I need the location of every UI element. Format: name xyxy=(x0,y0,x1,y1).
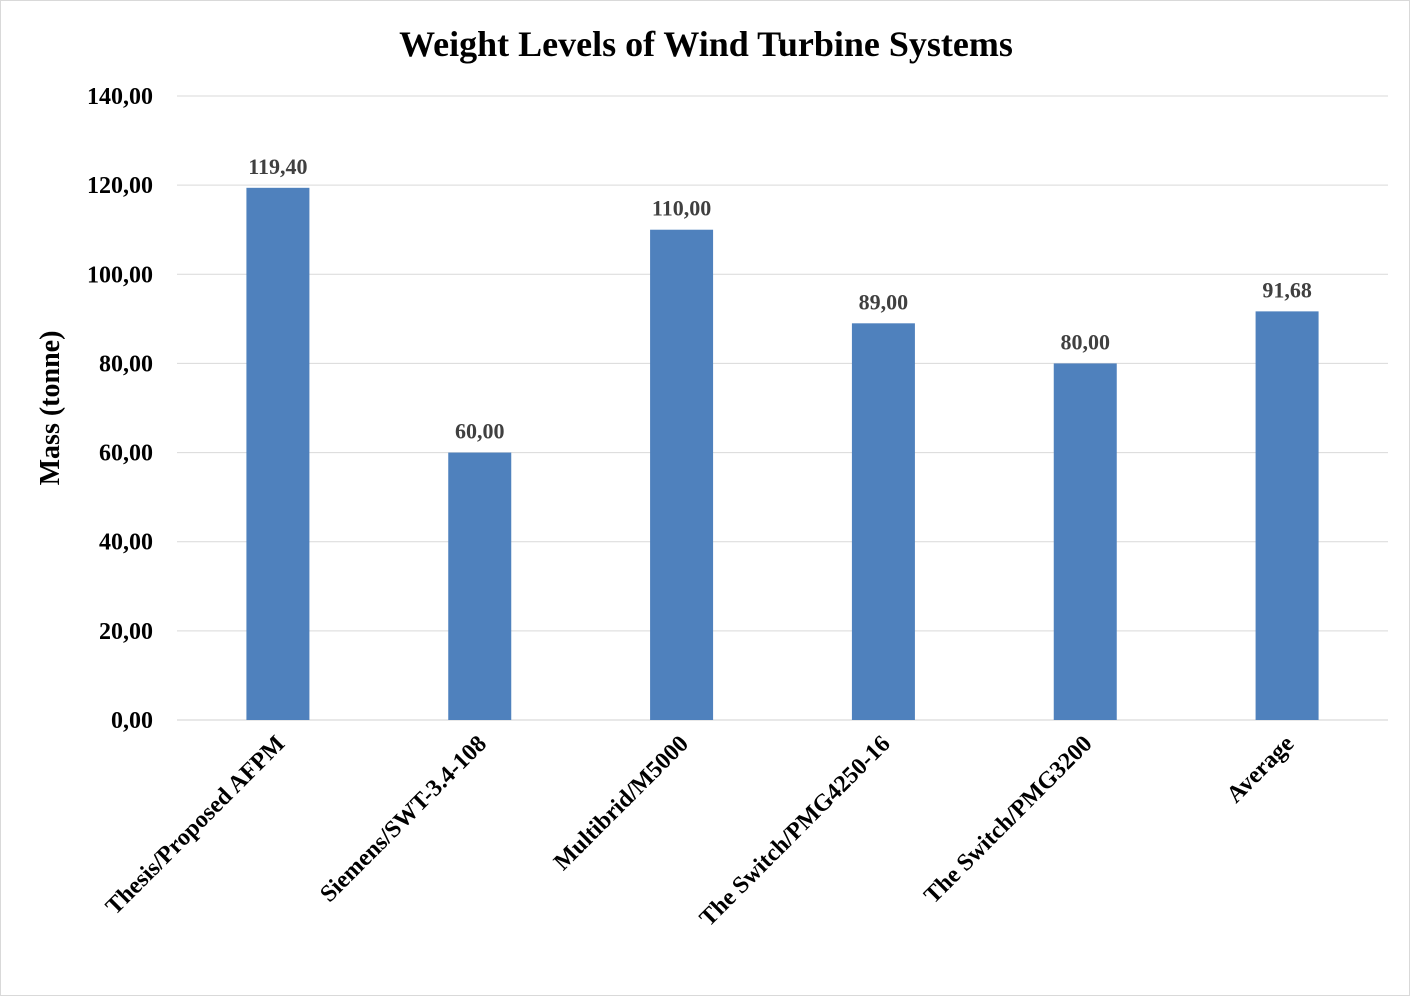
bar xyxy=(448,452,512,720)
bar xyxy=(1255,311,1319,720)
y-tick-label: 20,00 xyxy=(99,619,153,645)
y-tick-label: 60,00 xyxy=(99,441,153,467)
y-tick-label: 120,00 xyxy=(87,173,153,199)
y-tick-label: 140,00 xyxy=(87,84,153,110)
y-axis-ticks: 0,00 20,00 40,00 60,00 80,00 100,00 120,00 140,… xyxy=(87,84,153,734)
data-label: 89,00 xyxy=(859,289,909,314)
data-label: 60,00 xyxy=(455,419,505,444)
data-label: 91,68 xyxy=(1262,277,1312,302)
data-labels: 119,40 60,00 110,00 89,00 80,00 91,68 xyxy=(248,154,1312,444)
x-tick-label: Thesis/Proposed AFPM xyxy=(101,731,290,920)
chart-title: Weight Levels of Wind Turbine Systems xyxy=(399,24,1013,64)
x-tick-label: The Switch/PMG3200 xyxy=(919,731,1097,909)
bar xyxy=(246,187,310,720)
y-axis-label: Mass (tonne) xyxy=(35,331,66,486)
gridlines xyxy=(177,95,1388,721)
x-axis-ticks: Thesis/Proposed AFPM Siemens/SWT-3.4-108 M… xyxy=(101,731,1300,932)
x-tick-label: Average xyxy=(1222,731,1300,809)
x-tick-label: The Switch/PMG4250-16 xyxy=(695,731,896,932)
y-tick-label: 100,00 xyxy=(87,262,153,288)
data-label: 80,00 xyxy=(1061,329,1111,354)
bar xyxy=(1053,363,1117,720)
data-label: 110,00 xyxy=(652,196,711,221)
x-tick-label: Siemens/SWT-3.4-108 xyxy=(315,731,492,908)
y-tick-label: 0,00 xyxy=(111,708,153,734)
bars xyxy=(246,187,1319,720)
y-tick-label: 40,00 xyxy=(99,530,153,556)
y-tick-label: 80,00 xyxy=(99,351,153,377)
data-label: 119,40 xyxy=(248,154,307,179)
x-tick-label: Multibrid/M5000 xyxy=(549,731,694,876)
bar xyxy=(650,229,714,720)
bar xyxy=(851,323,915,720)
